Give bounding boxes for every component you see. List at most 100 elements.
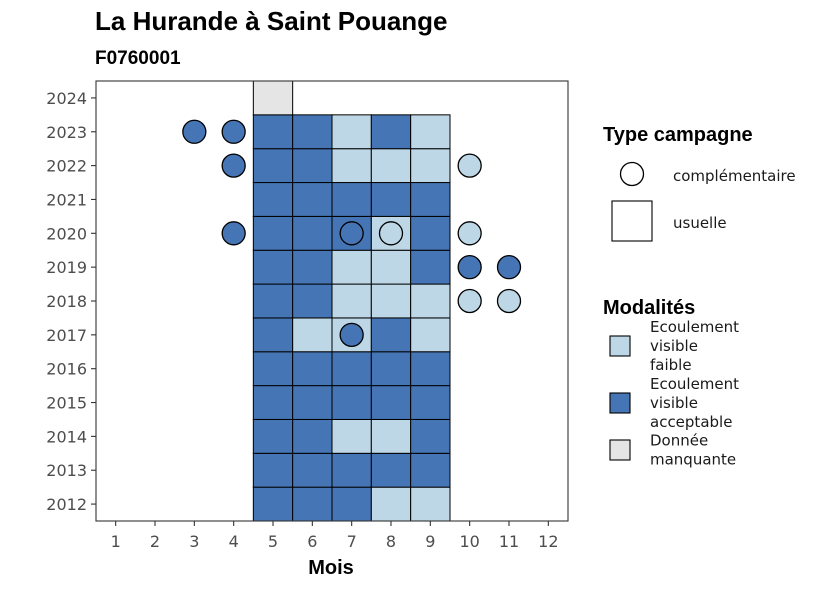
- heatmap-cell-2019-9: [410, 249, 451, 285]
- legend-shape-label-complementaire: complémentaire: [673, 167, 796, 185]
- legend-fill-key-0: [609, 335, 631, 357]
- legend-fill-label-0-1: visible: [650, 337, 698, 355]
- heatmap-cell-2016-6: [292, 351, 333, 387]
- heatmap-cell-2024-5: [252, 80, 294, 116]
- heatmap-cell-2014-8: [370, 418, 412, 454]
- heatmap-cell-2022-7: [331, 148, 372, 184]
- point-2018-10: [457, 288, 482, 314]
- heatmap-cell-2016-8: [370, 351, 412, 387]
- heatmap-cell-2016-5: [252, 351, 294, 387]
- heatmap-cell-2021-9: [410, 182, 451, 217]
- heatmap-cell-2020-9: [410, 215, 451, 251]
- heatmap-cell-2013-9: [410, 452, 451, 488]
- heatmap-cell-2022-6: [292, 148, 333, 184]
- legend-fill-key-1: [609, 392, 631, 414]
- heatmap-cell-2023-6: [292, 114, 333, 150]
- y-tick-label-2017: 2017: [46, 326, 87, 345]
- heatmap-cell-2014-6: [292, 418, 333, 454]
- heatmap-cell-2012-6: [292, 486, 333, 522]
- legend-fill-label-1-2: acceptable: [650, 413, 732, 431]
- point-2022-4: [221, 153, 246, 178]
- heatmap-cell-2018-5: [252, 283, 294, 319]
- heatmap-cell-2020-5: [252, 215, 294, 251]
- point-2022-10: [457, 153, 482, 178]
- heatmap-cell-2022-9: [410, 148, 451, 184]
- heatmap-cell-2013-5: [252, 452, 294, 488]
- legend-square-key: [611, 200, 653, 242]
- heatmap-cell-2017-9: [410, 317, 451, 353]
- point-2017-7: [339, 322, 364, 347]
- x-tick-label-3: 3: [189, 532, 199, 551]
- heatmap-cell-2023-7: [331, 114, 372, 150]
- heatmap-cell-2015-5: [252, 385, 294, 420]
- y-tick-label-2015: 2015: [46, 394, 87, 413]
- y-tick-label-2018: 2018: [46, 292, 87, 311]
- heatmap-cell-2019-6: [292, 249, 333, 285]
- usuelle-cells: [252, 80, 451, 522]
- heatmap-cell-2023-5: [252, 114, 294, 150]
- legend-fill-title: Modalités: [603, 297, 695, 319]
- heatmap-cell-2019-5: [252, 249, 294, 285]
- point-2019-10: [457, 255, 482, 280]
- point-2020-4: [221, 221, 246, 246]
- heatmap-cell-2013-8: [370, 452, 412, 488]
- legend-fill-label-0-0: Ecoulement: [650, 318, 739, 336]
- heatmap-cell-2020-6: [292, 215, 333, 251]
- heatmap-cell-2013-7: [331, 452, 372, 488]
- legend-shape-label-usuelle: usuelle: [673, 214, 727, 232]
- heatmap-cell-2015-9: [410, 385, 451, 420]
- legend-fill-label-0-2: faible: [650, 356, 692, 374]
- legend: Type campagne Modalités complémentaire us…: [603, 124, 796, 469]
- y-tick-label-2014: 2014: [46, 427, 87, 446]
- heatmap-cell-2017-6: [292, 317, 333, 353]
- x-tick-label-11: 11: [499, 532, 519, 551]
- x-tick-label-9: 9: [425, 532, 435, 551]
- heatmap-cell-2018-7: [331, 283, 372, 319]
- point-2018-11: [496, 288, 522, 314]
- legend-fill-label-2-1: manquante: [650, 451, 736, 469]
- heatmap-cell-2015-8: [370, 385, 412, 420]
- heatmap-cell-2014-7: [331, 418, 372, 454]
- heatmap-cell-2018-9: [410, 283, 451, 319]
- heatmap-cell-2023-9: [410, 114, 451, 150]
- x-tick-label-6: 6: [307, 532, 317, 551]
- heatmap-cell-2021-5: [252, 182, 294, 217]
- y-tick-label-2024: 2024: [46, 89, 87, 108]
- y-tick-label-2019: 2019: [46, 258, 87, 277]
- heatmap-cell-2012-5: [252, 486, 294, 522]
- x-tick-label-8: 8: [386, 532, 396, 551]
- y-tick-label-2016: 2016: [46, 360, 87, 379]
- chart-subtitle: F0760001: [95, 48, 181, 69]
- y-tick-label-2022: 2022: [46, 157, 87, 176]
- heatmap-cell-2018-8: [370, 283, 412, 319]
- heatmap-cell-2017-5: [252, 317, 294, 353]
- y-tick-label-2023: 2023: [46, 123, 87, 142]
- point-2023-4: [221, 119, 246, 144]
- point-2020-7: [339, 221, 364, 246]
- heatmap-cell-2021-6: [292, 182, 333, 217]
- heatmap-cell-2017-8: [370, 317, 412, 353]
- legend-fill-label-2-0: Donnée: [650, 432, 708, 450]
- heatmap-cell-2012-9: [410, 486, 451, 522]
- heatmap-cell-2023-8: [370, 114, 412, 150]
- heatmap-cell-2016-9: [410, 351, 451, 387]
- x-tick-label-5: 5: [268, 532, 278, 551]
- point-2023-3: [182, 119, 207, 144]
- heatmap-cell-2015-7: [331, 385, 372, 420]
- heatmap-cell-2019-7: [331, 249, 372, 285]
- heatmap-cell-2021-8: [370, 182, 412, 217]
- heatmap-cell-2012-7: [331, 486, 372, 522]
- heatmap-cell-2013-6: [292, 452, 333, 488]
- heatmap-cell-2019-8: [370, 249, 412, 285]
- legend-shape-title: Type campagne: [603, 124, 753, 146]
- heatmap-cell-2016-7: [331, 351, 372, 387]
- legend-fill-key-2: [609, 439, 631, 461]
- point-2019-11: [496, 255, 522, 280]
- heatmap-cell-2018-6: [292, 283, 333, 319]
- y-tick-label-2020: 2020: [46, 224, 87, 243]
- heatmap-cell-2022-5: [252, 148, 294, 184]
- legend-fill-label-1-1: visible: [650, 394, 698, 412]
- heatmap-cell-2012-8: [370, 486, 412, 522]
- heatmap-cell-2015-6: [292, 385, 333, 420]
